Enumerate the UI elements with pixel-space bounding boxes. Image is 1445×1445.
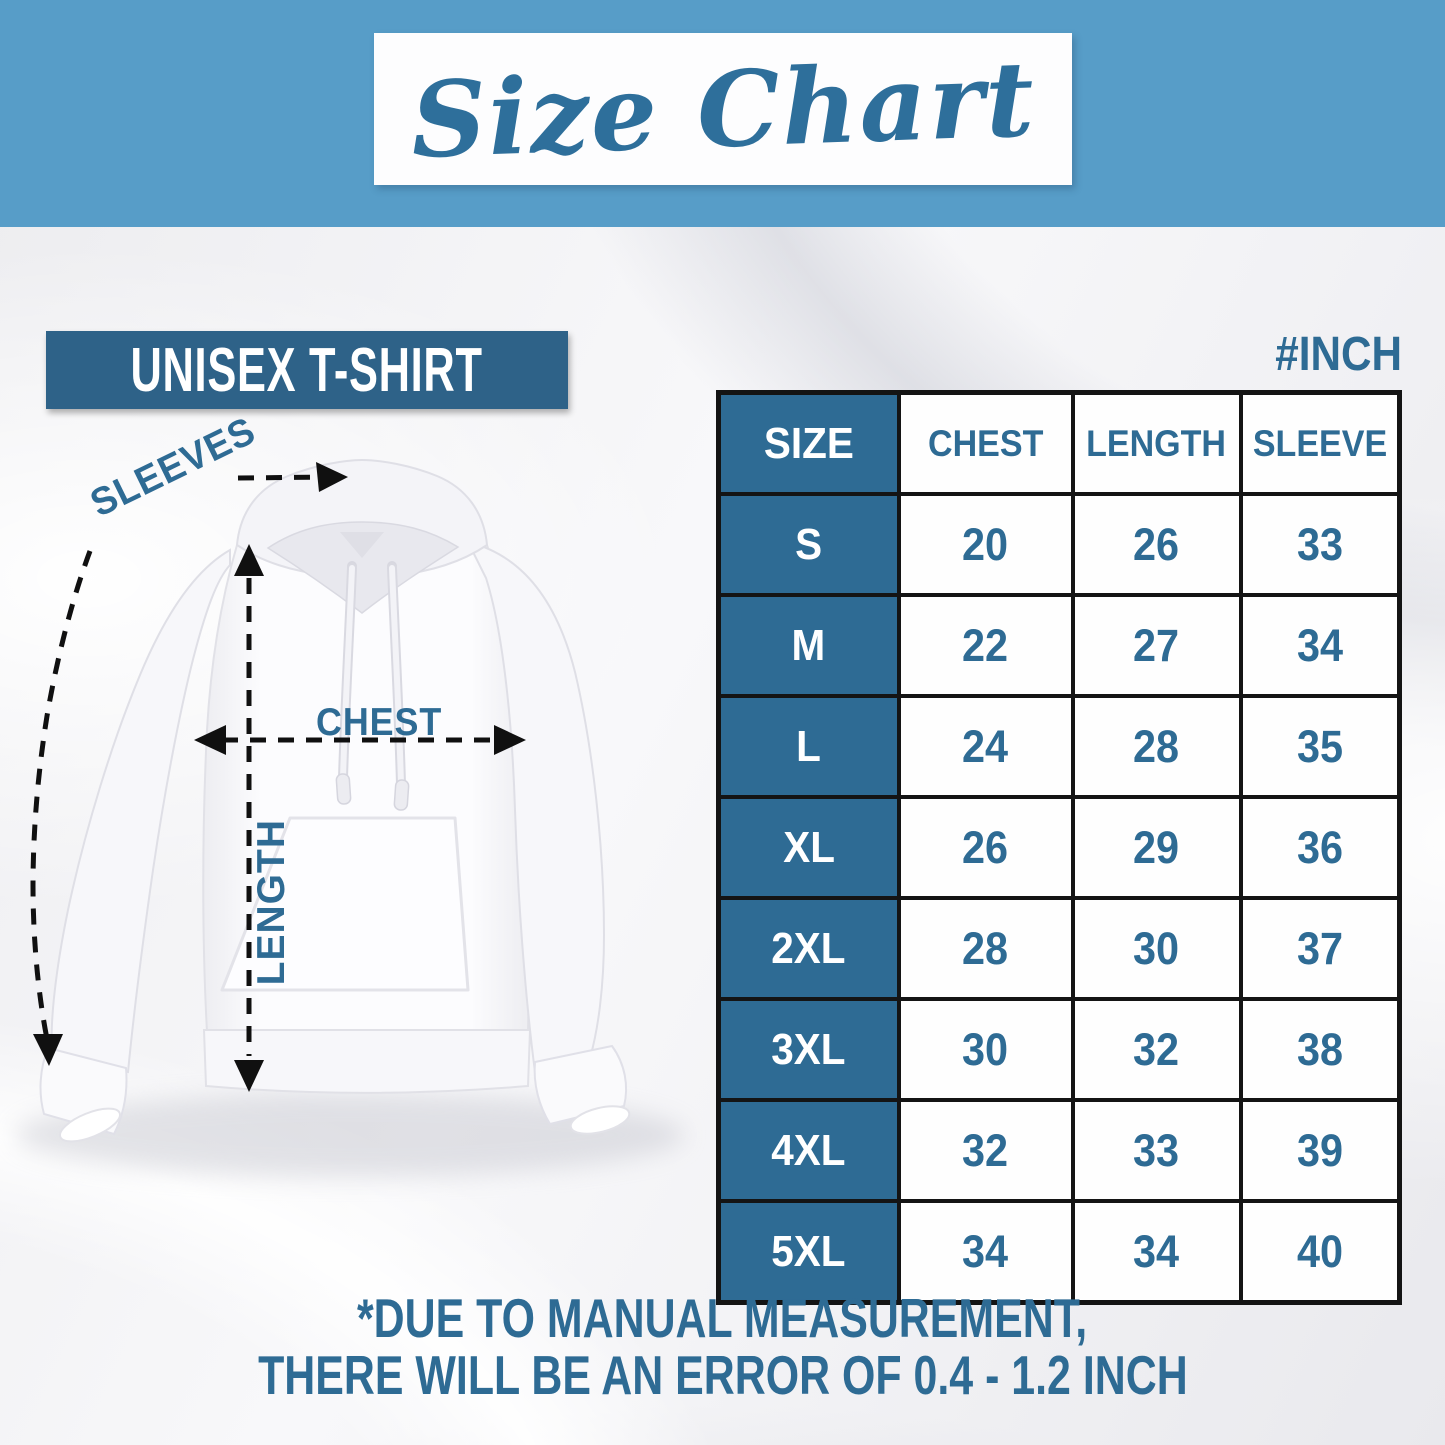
sleeve-cell: 39 bbox=[1238, 1098, 1402, 1203]
chest-label: CHEST bbox=[316, 701, 443, 744]
table-header-row: SIZE CHEST LENGTH SLEEVE bbox=[716, 390, 1402, 496]
length-cell: 26 bbox=[1070, 492, 1243, 597]
table-row-l: L 24 28 35 bbox=[716, 694, 1402, 799]
length-cell: 27 bbox=[1070, 593, 1243, 698]
sleeve-cell: 40 bbox=[1238, 1199, 1402, 1305]
product-title: UNISEX T-SHIRT bbox=[130, 335, 484, 405]
size-cell: S bbox=[716, 492, 901, 597]
disclaimer: *DUE TO MANUAL MEASUREMENT, THERE WILL B… bbox=[0, 1287, 1445, 1407]
chest-cell: 22 bbox=[896, 593, 1075, 698]
col-header-sleeve: SLEEVE bbox=[1238, 390, 1402, 496]
sleeve-cell: 34 bbox=[1238, 593, 1402, 698]
chest-cell: 32 bbox=[896, 1098, 1075, 1203]
page-title: Size Chart bbox=[408, 36, 1038, 182]
top-banner: Size Chart bbox=[0, 0, 1445, 227]
chest-cell: 20 bbox=[896, 492, 1075, 597]
col-header-size: SIZE bbox=[716, 390, 901, 496]
table-row-4xl: 4XL 32 33 39 bbox=[716, 1098, 1402, 1203]
length-cell: 32 bbox=[1070, 997, 1243, 1102]
unit-label: #INCH bbox=[1275, 328, 1402, 381]
size-cell: 2XL bbox=[716, 896, 901, 1001]
table-row-s: S 20 26 33 bbox=[716, 492, 1402, 597]
length-label: LENGTH bbox=[250, 819, 293, 986]
table-row-2xl: 2XL 28 30 37 bbox=[716, 896, 1402, 1001]
size-cell: 5XL bbox=[716, 1199, 901, 1305]
length-cell: 29 bbox=[1070, 795, 1243, 900]
length-cell: 28 bbox=[1070, 694, 1243, 799]
chest-cell: 26 bbox=[896, 795, 1075, 900]
table-row-3xl: 3XL 30 32 38 bbox=[716, 997, 1402, 1102]
size-table: SIZE CHEST LENGTH SLEEVE S 20 26 33 M 22… bbox=[716, 390, 1402, 1305]
size-cell: XL bbox=[716, 795, 901, 900]
col-header-length: LENGTH bbox=[1070, 390, 1243, 496]
chest-cell: 24 bbox=[896, 694, 1075, 799]
sleeve-cell: 38 bbox=[1238, 997, 1402, 1102]
length-cell: 30 bbox=[1070, 896, 1243, 1001]
length-cell: 34 bbox=[1070, 1199, 1243, 1305]
disclaimer-line-2: THERE WILL BE AN ERROR OF 0.4 - 1.2 INCH bbox=[257, 1344, 1188, 1407]
size-cell: M bbox=[716, 593, 901, 698]
table-row-5xl: 5XL 34 34 40 bbox=[716, 1199, 1402, 1305]
product-title-bar: UNISEX T-SHIRT bbox=[46, 331, 568, 409]
chest-cell: 34 bbox=[896, 1199, 1075, 1305]
sleeve-cell: 35 bbox=[1238, 694, 1402, 799]
table-row-xl: XL 26 29 36 bbox=[716, 795, 1402, 900]
size-cell: 4XL bbox=[716, 1098, 901, 1203]
length-cell: 33 bbox=[1070, 1098, 1243, 1203]
size-cell: L bbox=[716, 694, 901, 799]
disclaimer-line-1: *DUE TO MANUAL MEASUREMENT, bbox=[357, 1287, 1088, 1349]
col-header-chest: CHEST bbox=[896, 390, 1075, 496]
table-row-m: M 22 27 34 bbox=[716, 593, 1402, 698]
sleeve-cell: 37 bbox=[1238, 896, 1402, 1001]
title-box: Size Chart bbox=[374, 33, 1072, 185]
chest-cell: 28 bbox=[896, 896, 1075, 1001]
sleeve-cell: 36 bbox=[1238, 795, 1402, 900]
chest-cell: 30 bbox=[896, 997, 1075, 1102]
size-cell: 3XL bbox=[716, 997, 901, 1102]
sleeve-cell: 33 bbox=[1238, 492, 1402, 597]
